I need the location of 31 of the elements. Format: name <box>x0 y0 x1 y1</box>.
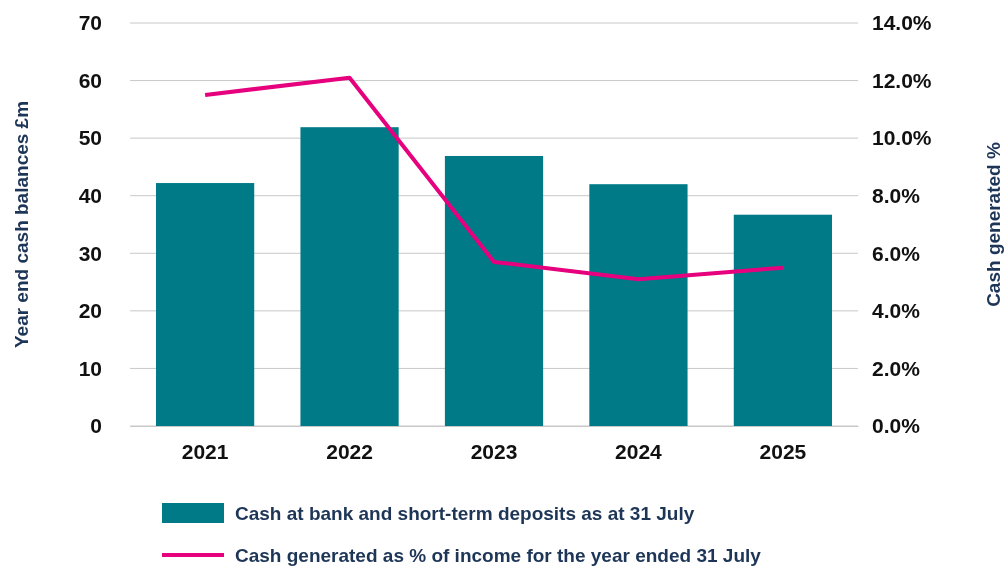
x-tick-label: 2022 <box>326 439 373 463</box>
legend-label: Cash generated as % of income for the year ended 31 July <box>235 545 762 566</box>
bar <box>589 184 688 426</box>
line-series <box>203 75 785 282</box>
y2-tick-label: 6.0% <box>872 241 921 265</box>
y2-tick-label: 4.0% <box>872 299 921 323</box>
y2-tick-label: 12.0% <box>872 68 932 92</box>
legend-label: Cash at bank and short-term deposits as at 31 July <box>235 503 695 524</box>
bar <box>444 155 544 426</box>
x-tick-label: 2023 <box>470 439 518 463</box>
bar <box>300 127 399 426</box>
bar <box>733 214 832 426</box>
y-tick-label: 0 <box>90 414 102 438</box>
y-axis-title: Year end cash balances £m <box>11 100 32 349</box>
y-tick-label: 20 <box>78 299 102 323</box>
x-tick-label: 2024 <box>615 439 663 463</box>
y2-tick-label: 0.0% <box>872 414 921 438</box>
bar <box>156 183 255 426</box>
y2-tick-label: 14.0% <box>872 11 932 35</box>
y2-tick-label: 8.0% <box>872 183 921 207</box>
y-tick-label: 60 <box>78 68 102 92</box>
y-tick-label: 50 <box>78 126 102 150</box>
y-tick-label: 10 <box>78 356 102 380</box>
x-tick-label: 2025 <box>759 439 807 463</box>
y2-tick-label: 2.0% <box>872 356 921 380</box>
y-tick-label: 40 <box>78 183 102 207</box>
y-tick-label: 30 <box>78 241 102 265</box>
x-tick-label: 2021 <box>181 439 229 463</box>
y2-axis-title: Cash generated % <box>983 142 1004 307</box>
y-tick-label: 70 <box>78 11 102 35</box>
y2-tick-label: 10.0% <box>872 126 932 150</box>
